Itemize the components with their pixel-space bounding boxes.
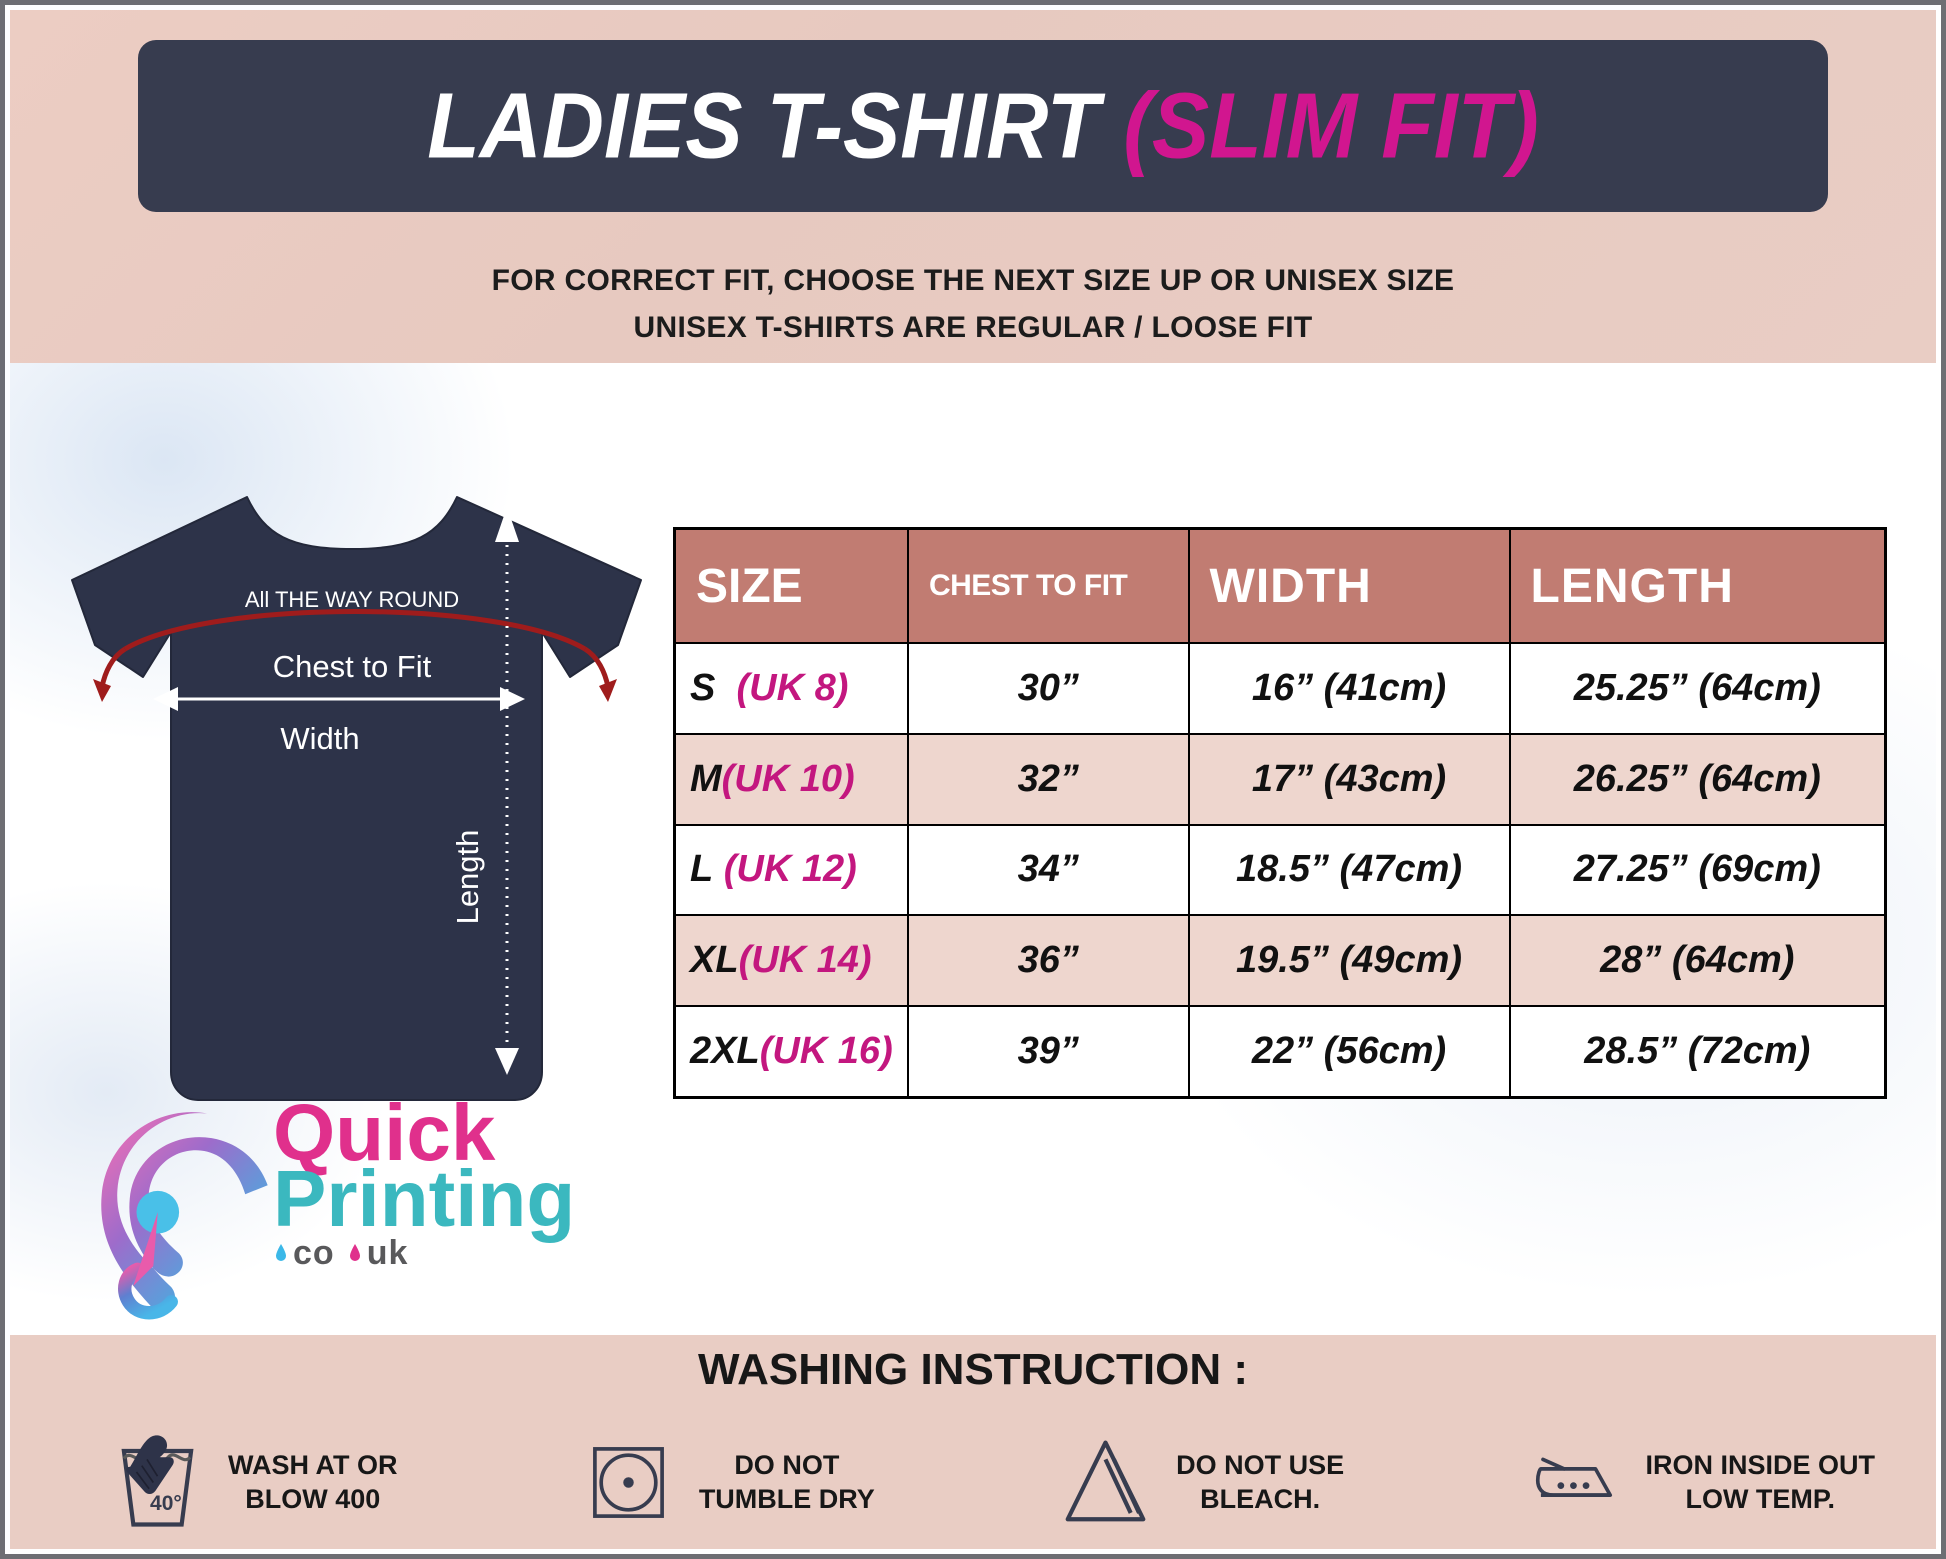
svg-text:Chest to Fit: Chest to Fit (273, 649, 432, 684)
svg-text:40°: 40° (150, 1492, 182, 1515)
svg-text:Length: Length (450, 830, 485, 925)
svg-text:Width: Width (280, 721, 359, 756)
svg-text:All THE WAY ROUND: All THE WAY ROUND (245, 587, 459, 612)
